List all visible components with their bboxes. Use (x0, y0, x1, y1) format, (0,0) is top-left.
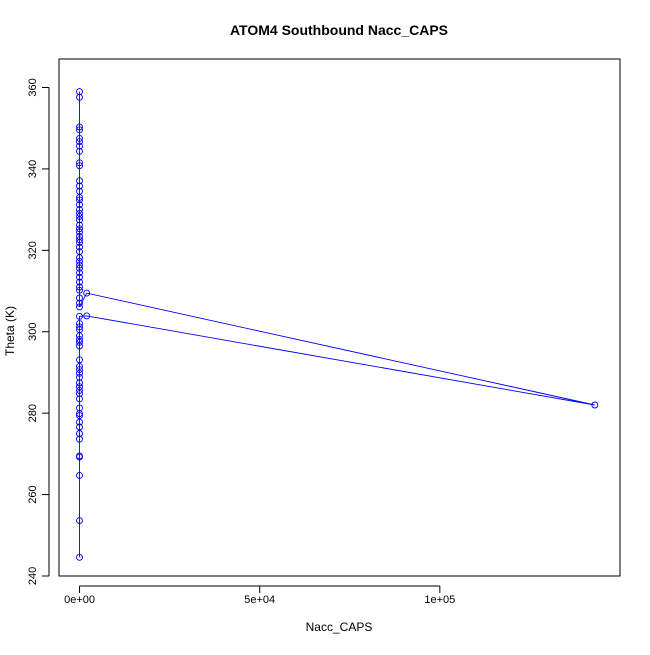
data-point (76, 248, 83, 256)
y-tick-label: 340 (27, 160, 39, 178)
data-point (76, 209, 83, 217)
data-point (76, 366, 83, 374)
data-point (76, 303, 83, 311)
data-point (76, 225, 83, 233)
data-point (76, 299, 83, 307)
y-tick-label: 300 (27, 323, 39, 341)
data-point (76, 418, 83, 426)
data-point (76, 336, 83, 343)
data-point (76, 430, 83, 437)
data-point (591, 401, 599, 409)
data-point (76, 236, 83, 244)
data-point (76, 386, 83, 394)
data-point (76, 88, 83, 96)
data-point (76, 257, 83, 265)
data-point (76, 228, 83, 236)
data-point (76, 283, 83, 291)
data-point (76, 278, 83, 286)
data-point (76, 177, 83, 185)
data-point (76, 243, 83, 251)
chart-title: ATOM4 Southbound Nacc_CAPS (230, 22, 448, 38)
data-point (76, 264, 83, 272)
data-point (76, 356, 83, 364)
data-point (76, 312, 83, 320)
data-point (83, 312, 91, 320)
data-point (76, 221, 83, 229)
data-point (76, 134, 83, 142)
x-tick-label: 0e+00 (64, 594, 95, 606)
data-point (76, 320, 83, 328)
y-axis-label: Theta (K) (3, 306, 17, 356)
data-point (83, 289, 91, 297)
plot-frame (58, 58, 621, 577)
data-point (76, 390, 83, 398)
plot-area (76, 88, 599, 561)
data-point (76, 201, 83, 209)
data-point (76, 423, 83, 431)
data-point (76, 233, 83, 240)
data-point (76, 369, 83, 377)
data-point (76, 261, 83, 269)
y-tick-label: 360 (27, 78, 39, 96)
data-point (76, 196, 83, 204)
data-point (76, 553, 83, 561)
x-axis-label: Nacc_CAPS (306, 620, 373, 634)
data-point (76, 159, 83, 167)
data-point (76, 323, 83, 331)
data-point (76, 269, 83, 277)
data-point (76, 362, 83, 370)
y-tick-label: 260 (27, 485, 39, 503)
data-point (76, 395, 83, 403)
data-point (76, 342, 83, 350)
data-point (76, 147, 83, 155)
data-point (76, 126, 83, 134)
data-point (76, 517, 83, 525)
data-point (76, 206, 83, 214)
data-point (76, 383, 83, 391)
y-tick-label: 320 (27, 241, 39, 259)
data-point (76, 404, 83, 412)
data-point (76, 162, 83, 170)
data-point (76, 216, 83, 224)
y-tick-label: 280 (27, 404, 39, 422)
data-point (76, 412, 83, 420)
data-point (76, 138, 83, 146)
x-tick-label: 5e+04 (244, 594, 275, 606)
data-point (76, 452, 83, 460)
x-tick-label: 1e+05 (424, 594, 455, 606)
axes: 0e+00 5e+04 1e+05 240 260 280 300 320 340 360 (27, 78, 455, 606)
data-point (76, 273, 83, 281)
data-point (76, 294, 83, 302)
data-point (76, 471, 83, 479)
data-point (76, 182, 83, 190)
y-tick-label: 240 (27, 567, 39, 585)
data-point (76, 123, 83, 131)
data-point (76, 142, 83, 150)
data-point (76, 286, 83, 294)
data-point (76, 338, 83, 346)
data-point (76, 373, 83, 381)
data-point (76, 213, 83, 220)
data-point (76, 187, 83, 195)
